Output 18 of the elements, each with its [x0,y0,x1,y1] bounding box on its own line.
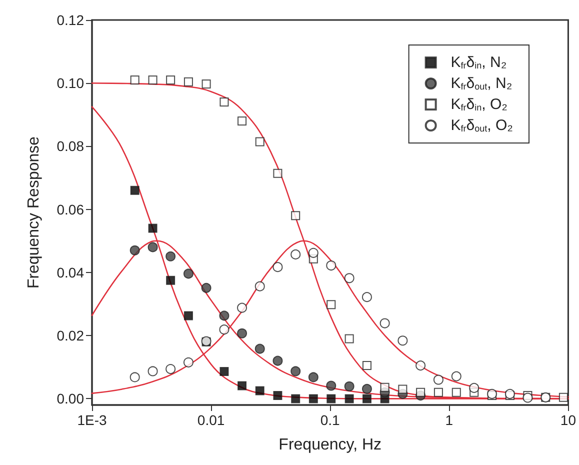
y-tick-label: 0.04 [56,264,84,280]
x-tick-label: 1 [445,412,454,428]
legend-label: Kfrδin, N₂ [450,54,507,71]
y-tick-label: 0.02 [56,328,84,344]
y-tick-label: 0.06 [56,201,84,218]
y-axis-title: Frequency Response [26,136,42,289]
y-tick-label: 0.10 [56,75,84,92]
x-tick-label: 0.1 [320,412,340,428]
legend-label: Kfrδin, O₂ [450,96,508,113]
y-tick-label: 0.12 [56,12,84,28]
y-tick-label: 0.00 [56,390,84,407]
x-tick-label: 1E-3 [77,412,107,428]
legend-label: Kfrδout, O₂ [450,117,514,134]
x-tick-label: 10 [560,412,576,428]
legend-label: Kfrδout, N₂ [450,75,512,92]
x-tick-label: 0.01 [197,412,225,428]
x-axis-title: Frequency, Hz [278,436,382,454]
y-tick-label: 0.08 [56,138,84,154]
